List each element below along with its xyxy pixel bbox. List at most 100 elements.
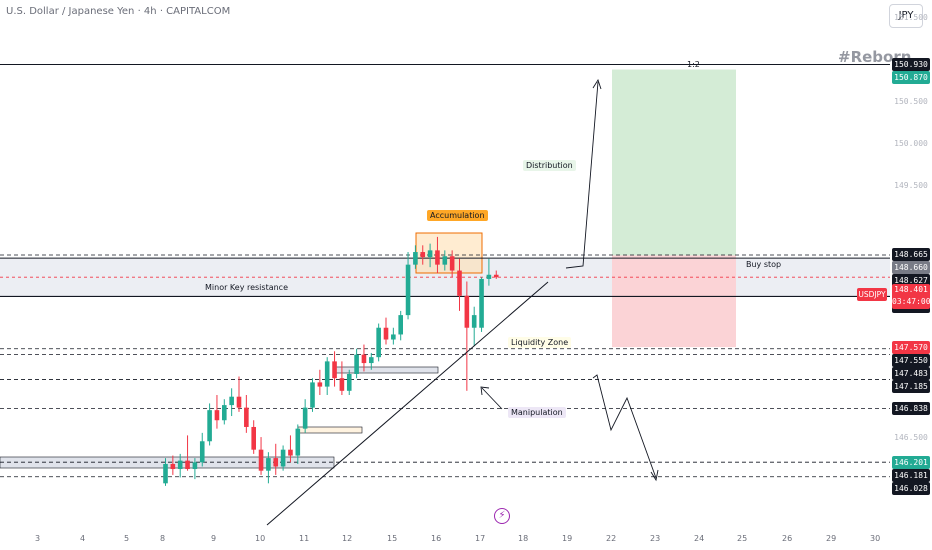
price-label: 147.185 (892, 379, 930, 393)
x-tick-label: 17 (475, 534, 486, 543)
candle-body (493, 274, 499, 278)
projection-path (565, 81, 599, 269)
support-box-2 (297, 426, 363, 434)
countdown-value: 03:47:00 (892, 297, 931, 306)
distribution-label: Distribution (523, 160, 576, 171)
candle-body (258, 449, 264, 471)
risk-reward-label: 1:2 (687, 60, 700, 69)
candle-body (324, 361, 330, 387)
last-price-value: 148.401 (894, 285, 928, 294)
downside-arrowhead (650, 469, 659, 482)
candle-body (310, 382, 315, 408)
candles-layer (163, 236, 499, 486)
candle-body (163, 463, 168, 484)
candle-body (420, 252, 426, 258)
candle-body (427, 250, 433, 258)
candle-body (214, 410, 220, 421)
x-tick-label: 24 (694, 534, 705, 543)
price-label: 147.483 (892, 366, 930, 380)
y-tick-label: 151.500 (894, 12, 928, 22)
buy-stop-label: Buy stop (746, 260, 782, 269)
x-tick-label: 26 (782, 534, 793, 543)
candle-body (273, 458, 279, 467)
candle-body (177, 460, 183, 470)
x-tick-label: 12 (342, 534, 353, 543)
target-zone (612, 69, 736, 256)
trendline (266, 281, 549, 526)
candle-body (185, 460, 190, 470)
candle-body (288, 449, 293, 456)
x-tick-label: 19 (562, 534, 573, 543)
candle-body (398, 315, 403, 335)
x-tick-label: 11 (299, 534, 310, 543)
candle-body (222, 405, 227, 421)
manipulation-arrowhead (480, 386, 490, 396)
candle-body (413, 252, 418, 265)
y-tick-label: 146.500 (894, 433, 928, 443)
downside-path (592, 374, 657, 479)
candle-body (332, 361, 337, 379)
x-tick-label: 8 (160, 534, 166, 543)
stop-zone (612, 255, 736, 348)
x-tick-label: 9 (211, 534, 217, 543)
candle-body (383, 327, 389, 340)
candle-body (346, 373, 352, 391)
candle-body (251, 426, 256, 450)
liquidity-zone-label: Liquidity Zone (508, 337, 572, 348)
y-tick-label: 150.000 (894, 138, 928, 148)
candle-body (471, 315, 477, 328)
price-label: 146.201 (892, 455, 930, 469)
projection-arrowhead (592, 78, 602, 90)
x-tick-label: 18 (518, 534, 529, 543)
drawings-layer (266, 78, 659, 526)
candle-body (317, 382, 323, 387)
candle-body (192, 462, 198, 470)
candle-body (207, 410, 212, 442)
chart-title: U.S. Dollar / Japanese Yen · 4h · CAPITA… (6, 6, 231, 17)
price-label: 148.660 (892, 261, 930, 275)
x-tick-label: 23 (650, 534, 661, 543)
candle-body (236, 396, 242, 408)
candle-body (295, 428, 301, 456)
y-tick-label: 149.500 (894, 180, 928, 190)
candle-body (266, 458, 271, 471)
candle-body (361, 354, 367, 364)
candle-body (302, 407, 308, 429)
price-label: 147.550 (892, 353, 930, 367)
manipulation-label: Manipulation (508, 407, 566, 418)
candle-body (442, 256, 448, 265)
minor-key-resistance-label: Minor Key resistance (205, 283, 288, 292)
price-label: 147.570 (892, 340, 930, 354)
x-tick-label: 15 (387, 534, 398, 543)
lightning-icon[interactable]: ⚡ (494, 508, 510, 524)
price-label: 150.930 (892, 58, 930, 71)
x-tick-label: 3 (35, 534, 41, 543)
manipulation-arrow (481, 387, 503, 410)
price-label: 148.665 (892, 248, 930, 262)
candle-body (486, 274, 492, 279)
symbol-tag: USDJPY (857, 288, 887, 301)
candle-body (449, 256, 455, 271)
currency-button[interactable]: JPY (889, 4, 923, 28)
x-tick-label: 10 (255, 534, 266, 543)
candle-body (199, 441, 205, 463)
price-label: 146.838 (892, 402, 930, 416)
x-tick-label: 30 (870, 534, 881, 543)
candle-body (354, 354, 359, 374)
price-label: 146.028 (892, 481, 930, 495)
last-price-tag: 148.401 03:47:00 (892, 284, 931, 309)
y-tick-label: 150.500 (894, 96, 928, 106)
candle-body (405, 264, 411, 316)
candle-body (479, 278, 484, 328)
x-tick-label: 22 (606, 534, 617, 543)
price-label: 150.870 (892, 71, 930, 84)
candle-body (376, 327, 381, 358)
candle-body (457, 270, 462, 296)
x-tick-label: 25 (737, 534, 748, 543)
candle-body (244, 407, 249, 427)
accumulation-label: Accumulation (427, 210, 488, 221)
candle-body (464, 295, 470, 328)
candle-body (170, 463, 176, 470)
